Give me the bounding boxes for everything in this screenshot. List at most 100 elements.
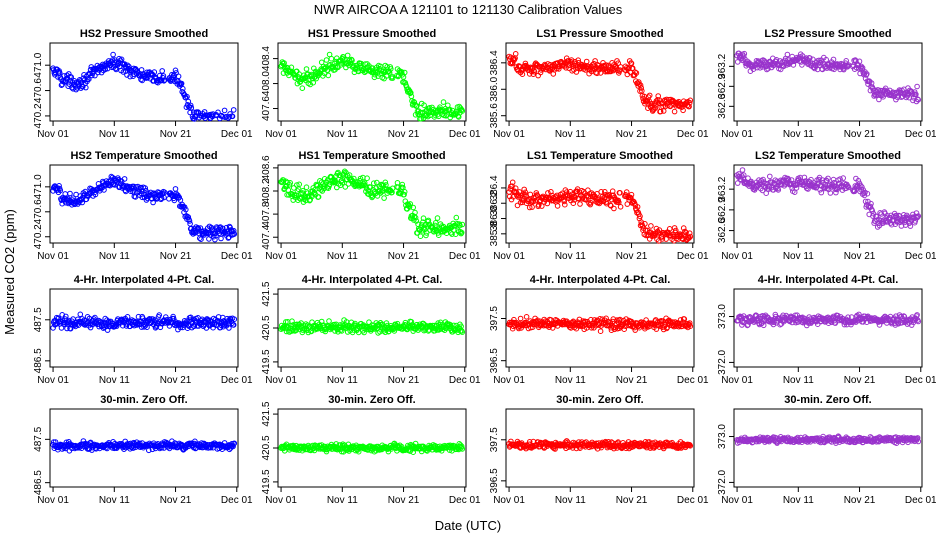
data-point xyxy=(414,103,420,109)
y-tick-label: 396.5 xyxy=(489,348,500,373)
x-tick-label: Dec 01 xyxy=(677,375,709,386)
data-point xyxy=(598,189,605,195)
panel-title: 4-Hr. Interpolated 4-Pt. Cal. xyxy=(530,274,671,286)
data-point xyxy=(734,180,741,186)
x-tick-label: Nov 11 xyxy=(783,375,814,386)
data-point xyxy=(394,72,400,79)
y-tick-label: 471.0 xyxy=(33,52,44,77)
data-point xyxy=(83,84,89,91)
y-tick-label: 421.5 xyxy=(261,281,272,306)
data-point xyxy=(351,175,357,182)
data-point xyxy=(656,100,662,106)
data-point xyxy=(680,107,686,114)
data-point xyxy=(197,225,204,231)
data-point xyxy=(607,202,614,208)
x-tick-label: Dec 01 xyxy=(449,375,481,386)
data-point xyxy=(408,90,414,96)
data-point xyxy=(664,324,671,331)
x-tick-label: Nov 21 xyxy=(160,251,192,262)
data-point xyxy=(760,179,767,185)
data-point xyxy=(621,326,628,333)
data-series-hs1 xyxy=(278,440,466,456)
data-point xyxy=(686,99,693,106)
data-point xyxy=(855,177,862,184)
data-point xyxy=(383,320,390,326)
data-point xyxy=(141,324,147,330)
x-tick-label: Nov 01 xyxy=(721,251,753,262)
data-point xyxy=(388,66,394,72)
y-tick-label: 407.4 xyxy=(261,224,272,249)
data-point xyxy=(57,187,64,194)
data-point xyxy=(915,213,922,219)
data-point xyxy=(214,225,221,231)
data-point xyxy=(361,180,368,186)
data-point xyxy=(529,204,535,210)
data-point xyxy=(357,178,363,184)
data-series-hs1 xyxy=(278,51,466,122)
data-point xyxy=(570,200,577,206)
data-point xyxy=(660,108,667,114)
data-point xyxy=(597,328,604,335)
panel-title: 4-Hr. Interpolated 4-Pt. Cal. xyxy=(302,274,443,286)
data-point xyxy=(161,194,167,201)
y-tick-label: 408.6 xyxy=(261,155,272,180)
data-point xyxy=(864,71,870,77)
y-tick-label: 372.0 xyxy=(717,469,728,494)
y-tick-label: 386.0 xyxy=(489,206,500,231)
x-tick-label: Dec 01 xyxy=(677,495,709,506)
x-tick-label: Nov 11 xyxy=(555,375,586,386)
data-series-ls2 xyxy=(734,433,922,447)
y-tick-label: 419.5 xyxy=(261,469,272,494)
plot-frame xyxy=(733,288,923,368)
data-series-hs1 xyxy=(278,168,466,239)
panel-14: 30-min. Zero Off.Nov 01 Nov 11 Nov 21 Dec 0… xyxy=(261,394,481,506)
data-point xyxy=(534,192,540,198)
data-point xyxy=(634,204,641,210)
panel-13: 30-min. Zero Off.Nov 01 Nov 11 Nov 21 Dec 0… xyxy=(33,394,253,506)
panel-title: 30-min. Zero Off. xyxy=(556,394,643,406)
data-point xyxy=(913,213,919,220)
data-point xyxy=(603,62,609,68)
data-point xyxy=(536,202,542,208)
panel-title: LS1 Pressure Smoothed xyxy=(536,28,663,40)
panel-9: 4-Hr. Interpolated 4-Pt. Cal.Nov 01 Nov 1… xyxy=(33,274,253,386)
panel-title: HS1 Temperature Smoothed xyxy=(298,150,445,162)
y-tick-label: 407.8 xyxy=(261,201,272,226)
data-point xyxy=(628,191,635,198)
y-tick-label: 486.5 xyxy=(33,348,44,373)
data-point xyxy=(760,322,767,329)
y-tick-label: 470.2 xyxy=(33,103,44,128)
x-tick-label: Nov 11 xyxy=(555,495,586,506)
data-point xyxy=(64,325,70,332)
data-point xyxy=(859,184,865,190)
data-point xyxy=(663,236,669,242)
data-point xyxy=(231,231,238,237)
data-point xyxy=(418,115,424,122)
data-point xyxy=(186,218,193,224)
data-point xyxy=(411,98,417,105)
data-point xyxy=(908,88,914,94)
data-point xyxy=(338,328,345,334)
data-point xyxy=(331,178,338,184)
data-point xyxy=(459,108,466,114)
data-point xyxy=(161,189,168,196)
data-point xyxy=(856,58,863,65)
data-point xyxy=(591,60,597,67)
data-point xyxy=(328,55,335,62)
data-point xyxy=(421,102,427,108)
y-tick-label: 487.5 xyxy=(33,307,44,332)
data-point xyxy=(775,187,782,193)
data-point xyxy=(172,67,179,74)
y-tick-label: 386.4 xyxy=(489,175,500,200)
data-point xyxy=(391,328,398,334)
data-point xyxy=(423,230,430,236)
data-point xyxy=(291,185,297,191)
data-point xyxy=(138,190,145,197)
data-point xyxy=(646,92,653,99)
data-point xyxy=(870,213,876,219)
panel-title: HS1 Pressure Smoothed xyxy=(308,28,436,40)
x-tick-label: Nov 11 xyxy=(783,251,814,262)
